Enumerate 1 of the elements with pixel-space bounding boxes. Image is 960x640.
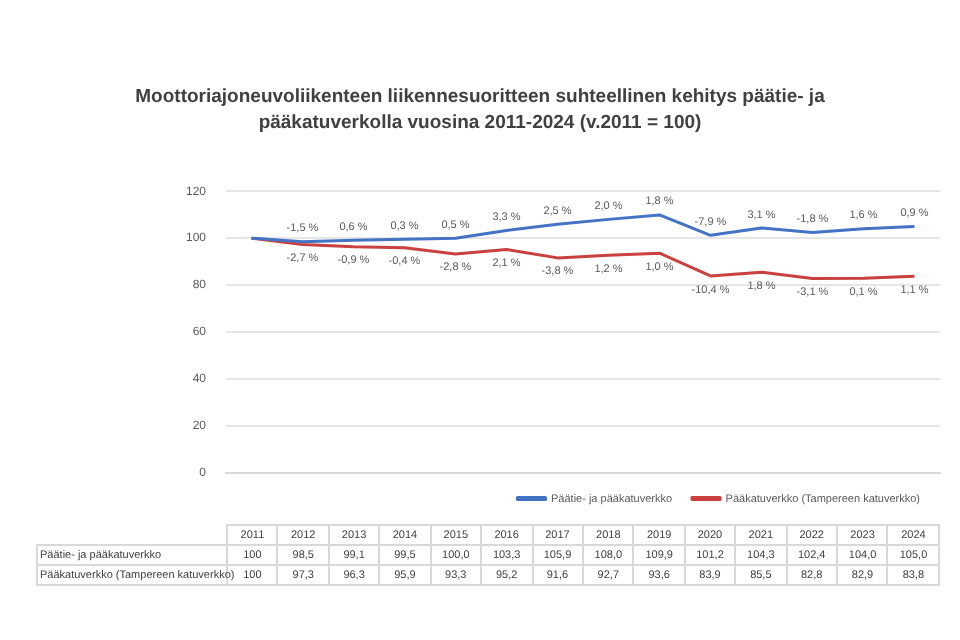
chart-title: Moottoriajoneuvoliikenteen liikennesuoritteen suhteellinen kehitys päätie- ja pääkatuverkolla vuosina 2011-2024 (v.2011 = 100) <box>133 84 827 138</box>
